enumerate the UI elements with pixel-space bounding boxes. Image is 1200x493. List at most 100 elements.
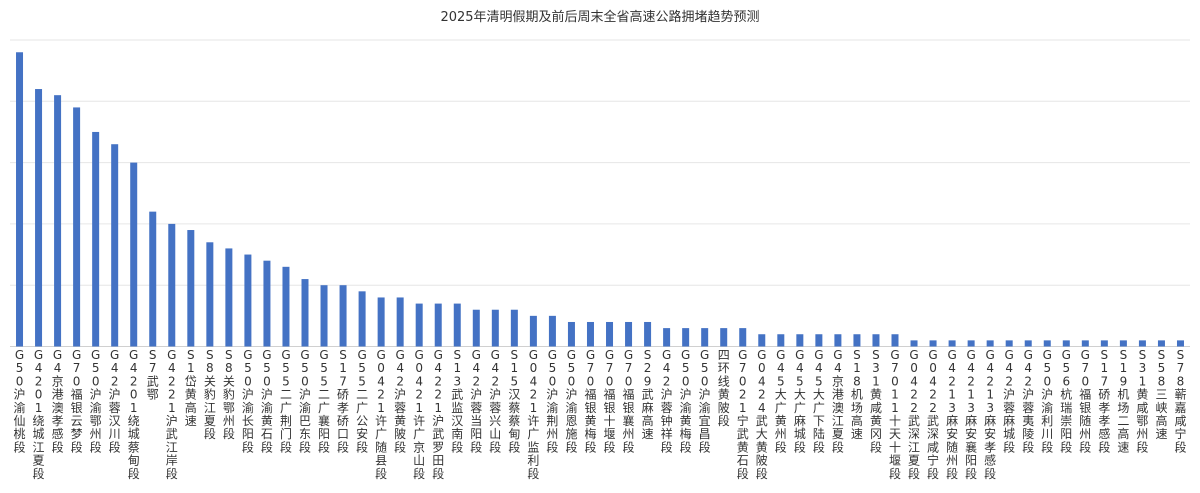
x-tick-label: G 4 京港澳江夏段 xyxy=(832,348,844,454)
bar xyxy=(625,321,633,347)
bar xyxy=(815,334,823,347)
x-tick-label: G 5 0 沪渝利川段 xyxy=(1041,348,1053,454)
category-labels: G 5 0 沪渝仙桃段 G 4 2 0 1 绕城江夏段 G 4 京港澳孝感段 G 7 0 福银云梦段 G 5 0 沪渝鄂… xyxy=(14,348,1187,481)
bars xyxy=(16,52,1184,347)
bar xyxy=(1062,340,1070,347)
x-tick-label: S 8 关豹江夏段 xyxy=(204,348,216,441)
bar xyxy=(244,254,252,347)
bar xyxy=(567,321,575,347)
x-tick-label: G 4 2 2 1 沪武罗田段 xyxy=(432,348,444,481)
bar xyxy=(739,328,747,347)
x-tick-label: S 8 关豹鄂州段 xyxy=(223,348,235,441)
x-tick-label: G 4 2 0 1 绕城江夏段 xyxy=(33,348,45,481)
x-tick-label: G 0 4 2 1 许广京山段 xyxy=(413,348,425,481)
x-tick-label: G 7 0 福银十堰段 xyxy=(604,348,616,454)
bar xyxy=(606,321,614,347)
x-tick-label: G 4 2 沪蓉黄陂段 xyxy=(394,348,406,454)
x-tick-label: G 7 0 福银随州段 xyxy=(1079,348,1091,454)
bar xyxy=(339,285,347,347)
bar xyxy=(796,334,804,347)
x-tick-label: G 7 0 福银黄梅段 xyxy=(584,348,596,454)
bar xyxy=(967,340,975,347)
bar xyxy=(1043,340,1051,347)
bar xyxy=(73,107,81,347)
bar xyxy=(548,315,556,347)
x-tick-label: G 4 5 大广黄州段 xyxy=(775,348,787,454)
bar xyxy=(682,328,690,347)
x-tick-label: G 4 2 沪蓉麻城段 xyxy=(1003,348,1015,454)
bar xyxy=(320,285,328,347)
x-tick-label: G 4 2 沪蓉兴山段 xyxy=(489,348,501,454)
bar xyxy=(1119,340,1127,347)
bar xyxy=(1100,340,1108,347)
bar xyxy=(396,297,404,347)
x-tick-label: G 0 4 2 2 武深江夏段 xyxy=(908,348,920,481)
x-tick-label: G 4 2 沪蓉当阳段 xyxy=(470,348,482,454)
bar xyxy=(130,162,138,347)
bar xyxy=(35,89,43,347)
x-tick-label: G 5 5 二广荆门段 xyxy=(280,348,292,454)
bar xyxy=(644,321,652,347)
bar xyxy=(986,340,994,347)
x-tick-label: S 5 8 三峡高速 xyxy=(1155,348,1167,441)
bar xyxy=(777,334,785,347)
x-tick-label: S 2 9 武麻高速 xyxy=(642,348,654,441)
bar xyxy=(586,321,594,347)
bar xyxy=(263,260,271,347)
bar xyxy=(358,291,366,347)
x-tick-label: G 0 4 2 2 武深咸宁段 xyxy=(927,348,939,481)
bar xyxy=(16,52,24,347)
x-tick-label: G 7 0 福银云梦段 xyxy=(71,348,83,454)
x-tick-label: S 7 武鄂 xyxy=(147,348,159,402)
x-tick-label: S 3 1 黄咸黄冈段 xyxy=(870,348,882,454)
x-tick-label: G 5 0 沪渝鄂州段 xyxy=(90,348,102,454)
x-tick-label: S 1 5 汉蔡蔡甸段 xyxy=(508,348,520,454)
bar xyxy=(663,328,671,347)
bar xyxy=(948,340,956,347)
x-tick-label: G 5 0 沪渝恩施段 xyxy=(565,348,577,454)
bar xyxy=(472,309,480,347)
bar xyxy=(206,242,214,347)
x-tick-label: G 4 2 沪蓉钟祥段 xyxy=(661,348,673,454)
x-tick-label: G 7 0 1 1 十天十堰段 xyxy=(889,348,901,481)
x-tick-label: G 5 6 杭瑞崇阳段 xyxy=(1060,348,1072,454)
x-tick-label: G 0 4 2 1 许广监利段 xyxy=(527,348,539,481)
x-tick-label: G 4 2 沪蓉夷陵段 xyxy=(1022,348,1034,454)
bar xyxy=(415,303,423,347)
x-tick-label: G 4 2 沪蓉汉川段 xyxy=(109,348,121,454)
x-tick-label: G 5 5 二广公安段 xyxy=(356,348,368,454)
bar xyxy=(720,328,728,347)
bar xyxy=(929,340,937,347)
x-tick-label: G 4 2 2 1 沪武江岸段 xyxy=(166,348,178,481)
x-tick-label: S 7 8 蕲嘉咸宁段 xyxy=(1174,348,1186,454)
x-tick-label: G 5 0 沪渝长阳段 xyxy=(242,348,254,454)
x-tick-label: S 1 岱黄高速 xyxy=(185,348,197,428)
x-tick-label: G 5 0 沪渝黄石段 xyxy=(261,348,273,454)
x-tick-label: G 4 2 1 3 麻安襄阳段 xyxy=(965,348,977,481)
x-tick-label: G 4 5 大广麻城段 xyxy=(794,348,806,454)
bar xyxy=(891,334,899,347)
bar xyxy=(1005,340,1013,347)
bar xyxy=(149,211,157,347)
x-tick-label: G 4 5 大广下陆段 xyxy=(813,348,825,454)
x-tick-label: G 0 4 2 4 武大黄陂段 xyxy=(756,348,768,481)
x-tick-label: G 5 0 沪渝荆州段 xyxy=(546,348,558,454)
bar xyxy=(434,303,442,347)
bar xyxy=(872,334,880,347)
bar xyxy=(301,279,309,347)
x-tick-label: G 7 0 2 1 宁武黄石段 xyxy=(737,348,749,481)
bar xyxy=(529,315,537,347)
x-tick-label: G 4 2 1 3 麻安孝感段 xyxy=(984,348,996,481)
bar xyxy=(701,328,709,347)
x-tick-label: G 5 0 沪渝巴东段 xyxy=(299,348,311,454)
bar xyxy=(187,230,195,347)
x-tick-label: 四环线黄陂段 xyxy=(718,348,730,428)
bar xyxy=(491,309,499,347)
x-tick-label: G 7 0 福银襄州段 xyxy=(623,348,635,454)
bar xyxy=(853,334,861,347)
bar xyxy=(1138,340,1146,347)
x-tick-label: S 1 3 武监汉南段 xyxy=(451,348,463,454)
x-tick-label: G 5 0 沪渝黄梅段 xyxy=(680,348,692,454)
x-tick-label: G 4 2 1 3 麻安随州段 xyxy=(946,348,958,481)
